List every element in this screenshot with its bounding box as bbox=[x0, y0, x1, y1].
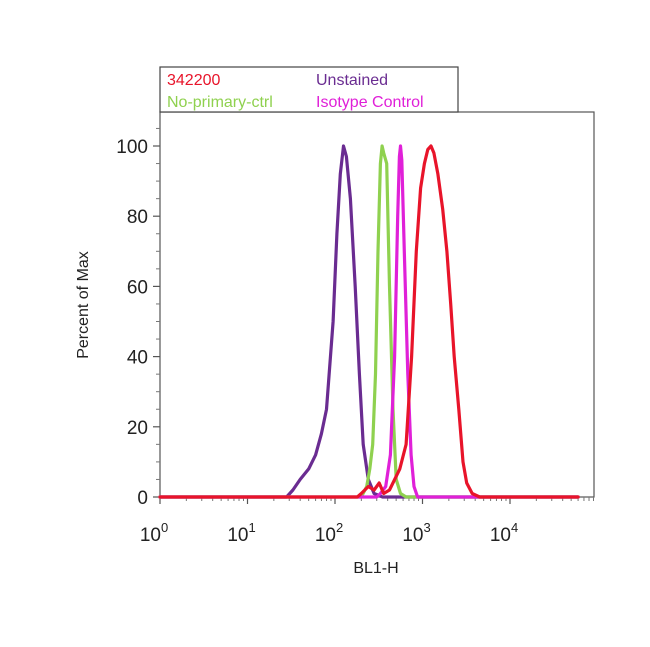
series-line-no-primary-ctrl bbox=[158, 144, 580, 499]
legend-entry-isotype-control: Isotype Control bbox=[316, 94, 424, 111]
legend-entry-no-primary-ctrl: No-primary-ctrl bbox=[167, 94, 273, 111]
series-line-isotype-control bbox=[158, 144, 580, 499]
x-axis-label: BL1-H bbox=[353, 560, 398, 577]
series-line-342200 bbox=[158, 144, 580, 499]
y-tick-label: 80 bbox=[127, 207, 148, 228]
y-tick-label: 20 bbox=[127, 418, 148, 439]
x-tick-label: 100 bbox=[140, 520, 168, 546]
y-tick-label: 60 bbox=[127, 277, 148, 298]
y-axis-label: Percent of Max bbox=[75, 251, 92, 359]
y-tick-label: 0 bbox=[137, 488, 148, 509]
legend-entry-342200: 342200 bbox=[167, 72, 220, 89]
x-tick-label: 101 bbox=[227, 520, 255, 546]
legend-entry-unstained: Unstained bbox=[316, 72, 388, 89]
x-tick-label: 102 bbox=[315, 520, 343, 546]
x-tick-label: 103 bbox=[402, 520, 430, 546]
y-tick-label: 100 bbox=[116, 137, 148, 158]
series-line-unstained bbox=[158, 144, 580, 499]
legend-box bbox=[159, 66, 459, 113]
x-tick-label: 104 bbox=[490, 520, 518, 546]
y-tick-label: 40 bbox=[127, 348, 148, 369]
